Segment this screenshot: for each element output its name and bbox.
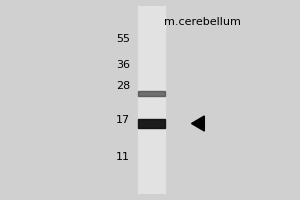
Text: 28: 28 bbox=[116, 81, 130, 91]
Polygon shape bbox=[191, 116, 204, 131]
Bar bbox=[137, 119, 165, 128]
Bar bbox=[137, 91, 165, 96]
Text: 36: 36 bbox=[116, 60, 130, 70]
Text: 17: 17 bbox=[116, 115, 130, 125]
Text: 55: 55 bbox=[116, 34, 130, 44]
Text: 11: 11 bbox=[116, 152, 130, 162]
Text: m.cerebellum: m.cerebellum bbox=[164, 17, 241, 27]
Bar bbox=[137, 6, 165, 194]
